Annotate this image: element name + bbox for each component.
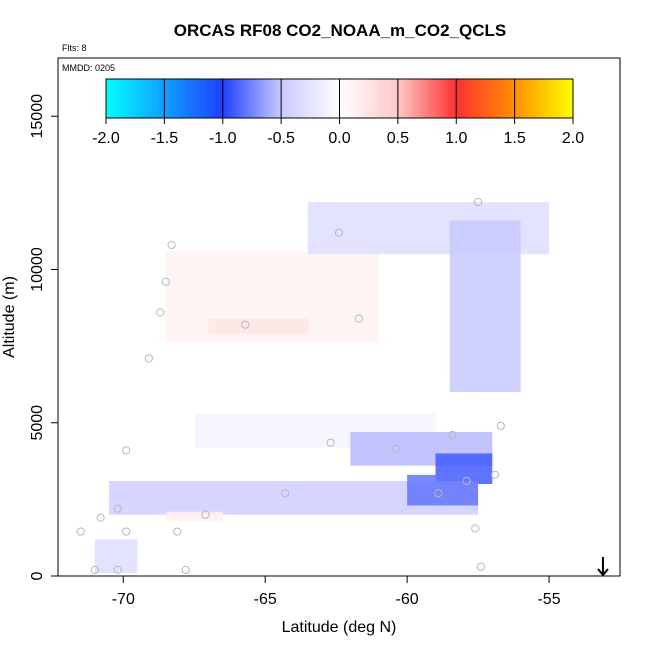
flights-label: Flts: 8 [62,43,87,53]
x-tick-label: -65 [254,591,277,608]
sample-point [173,527,182,536]
x-axis-label: Latitude (deg N) [282,619,397,636]
y-axis: 0 5000 10000 15000 [29,94,58,580]
y-tick-label: 15000 [29,94,46,139]
sample-point [90,565,99,574]
x-tick-label: -70 [112,591,135,608]
sample-point [391,444,400,453]
sample-point [462,476,471,486]
x-tick-label: -55 [537,591,560,608]
heat-region-lower-negative-core [407,474,479,506]
x-axis: -70 -65 -60 -55 [112,576,561,608]
colorbar-tick-label: -0.5 [267,130,295,147]
sample-point [161,277,170,286]
sample-point [241,320,250,329]
sample-point [96,513,105,522]
sample-point [113,504,122,513]
sample-point [471,524,480,533]
colorbar-tick-label: 1.0 [445,130,467,147]
heat-region-upper-positive-core [208,318,308,334]
colorbar-tick-label: 1.5 [504,130,526,147]
sample-point [354,314,363,323]
colorbar-tick-label: 0.5 [387,130,409,147]
sample-point [326,438,335,447]
colorbar-ticks: -2.0 -1.5 -1.0 -0.5 0.0 0.5 1.0 1.5 2.0 [92,79,584,147]
heat-region-near-surface-patch [94,539,138,573]
sample-point [113,565,122,574]
sample-point [167,240,176,250]
y-tick-label: 10000 [29,247,46,292]
sample-point [181,565,190,574]
heatmap-layer [94,202,550,573]
sample-point [448,430,457,440]
plot-frame [57,57,621,577]
down-arrow-icon [597,557,609,577]
sample-point [491,470,500,479]
colorbar-tick-label: 0.0 [328,130,350,147]
heat-region-lower-positive-patch [165,511,223,521]
sample-point [476,562,486,571]
sample-point [496,421,505,430]
date-label: MMDD: 0205 [62,63,115,73]
colorbar-tick-label: 2.0 [562,130,584,147]
colorbar-tick-label: -1.0 [209,130,237,147]
sample-point [144,354,153,363]
sample-point [201,510,210,519]
colorbar-tick-label: -2.0 [92,130,120,147]
heat-region-upper-negative-tongue [449,220,521,393]
sample-point [473,197,483,207]
y-tick-label: 5000 [29,405,46,441]
x-tick-label: -60 [396,591,419,608]
sample-point [280,489,290,498]
sample-points [76,197,505,574]
sample-point [156,308,165,317]
sample-point [434,489,443,498]
sample-point [76,527,85,536]
chart-title: ORCAS RF08 CO2_NOAA_m_CO2_QCLS [174,21,507,40]
colorbar: -2.0 -1.5 -1.0 -0.5 0.0 0.5 1.0 1.5 2.0 [92,78,584,147]
sample-point [122,527,131,536]
sample-point [122,446,131,455]
y-axis-label: Altitude (m) [1,276,18,358]
y-tick-label: 0 [29,571,46,580]
sample-point [334,228,344,237]
annotations [597,557,609,577]
colorbar-tick-label: -1.5 [151,130,179,147]
